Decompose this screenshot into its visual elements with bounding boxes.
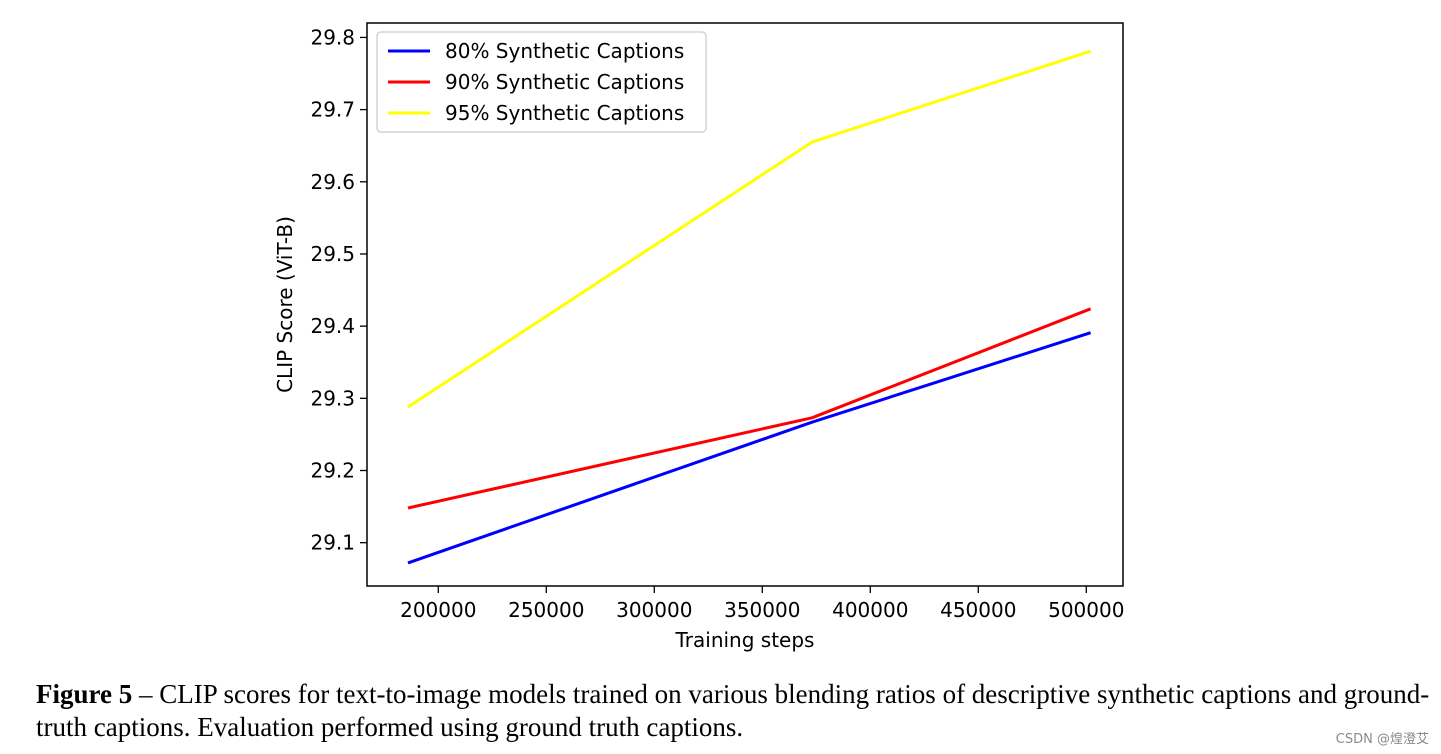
watermark-text: CSDN @煌澄艾 <box>1335 732 1429 747</box>
legend-box <box>376 31 707 133</box>
x-tick-label: 500000 <box>1048 598 1124 622</box>
figure-label: Figure 5 <box>36 679 133 709</box>
series-line-2 <box>407 307 1092 510</box>
x-axis-label: Training steps <box>675 628 815 652</box>
legend-entry-label: 90% Synthetic Captions <box>445 70 684 94</box>
series-layer <box>407 49 1092 565</box>
y-tick-label: 29.4 <box>310 314 355 338</box>
figure-caption-text: – CLIP scores for text-to-image models t… <box>36 679 1430 742</box>
y-tick-label: 29.2 <box>310 459 355 483</box>
series-line-1 <box>407 331 1092 565</box>
x-tick-label: 400000 <box>832 598 908 622</box>
y-tick-label: 29.3 <box>310 386 355 410</box>
line-chart: 200000 250000 300000 350000 400000 450000 5000… <box>273 22 1124 652</box>
series-line-3 <box>407 49 1092 409</box>
x-tick-label: 300000 <box>616 598 692 622</box>
x-tick-label: 200000 <box>400 598 476 622</box>
y-tick-label: 29.5 <box>310 242 355 266</box>
x-tick-label: 350000 <box>724 598 800 622</box>
y-tick-label: 29.8 <box>310 25 355 49</box>
figure-caption: Figure 5 – CLIP scores for text-to-image… <box>36 678 1436 744</box>
y-axis-label: CLIP Score (ViT-B) <box>273 216 297 393</box>
legend: 80% Synthetic Captions 90% Synthetic Capt… <box>376 31 707 133</box>
x-tick-label: 450000 <box>940 598 1016 622</box>
y-tick-label: 29.6 <box>310 170 355 194</box>
legend-entry-label: 80% Synthetic Captions <box>445 39 684 63</box>
plot-area-frame <box>366 22 1124 587</box>
y-tick-label: 29.7 <box>310 98 355 122</box>
x-tick-label: 250000 <box>508 598 584 622</box>
axis-ticks: 200000 250000 300000 350000 400000 450000 5000… <box>310 25 1124 622</box>
legend-entry-label: 95% Synthetic Captions <box>445 101 684 125</box>
y-tick-label: 29.1 <box>310 531 355 555</box>
